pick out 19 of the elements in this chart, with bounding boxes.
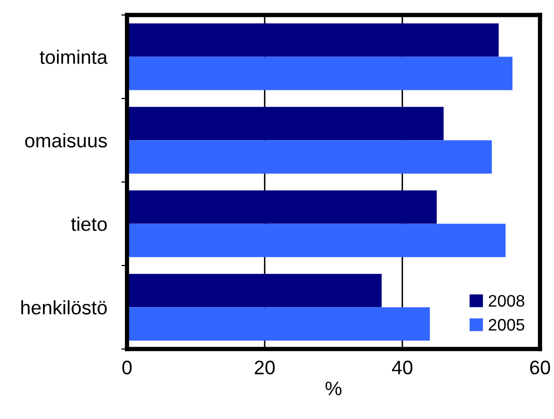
x-tick-label: 60 xyxy=(530,360,550,374)
bar xyxy=(127,106,444,140)
bar xyxy=(127,56,512,90)
bar xyxy=(127,140,492,174)
bar xyxy=(127,224,506,258)
bar xyxy=(127,23,499,57)
bar xyxy=(127,190,437,224)
x-axis-title: % xyxy=(326,382,342,396)
x-tick-label: 40 xyxy=(392,360,412,374)
legend-label: 2008 xyxy=(488,294,524,307)
y-tick-label: tieto xyxy=(71,216,107,231)
legend-label: 2005 xyxy=(488,318,524,331)
y-tick-label: henkilöstö xyxy=(21,300,107,314)
y-tick-label: omaisuus xyxy=(25,133,107,148)
bar xyxy=(127,274,382,308)
bar xyxy=(127,307,430,341)
x-tick-label: 0 xyxy=(122,360,132,374)
y-tick-label: toiminta xyxy=(40,50,108,64)
x-tick-label: 20 xyxy=(254,360,275,374)
